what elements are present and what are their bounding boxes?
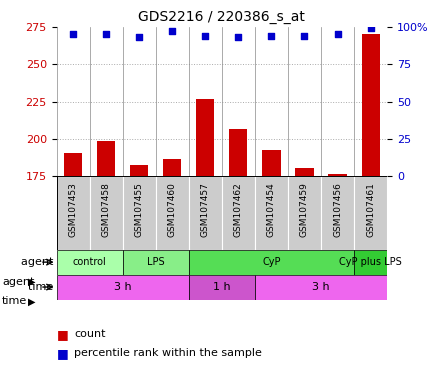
Text: ■: ■ <box>56 328 68 341</box>
Point <box>300 33 307 39</box>
Bar <box>155 177 188 250</box>
Text: time: time <box>28 282 56 292</box>
Text: ■: ■ <box>56 347 68 360</box>
Text: agent: agent <box>2 277 34 287</box>
Text: GSM107456: GSM107456 <box>332 182 341 237</box>
Text: GSM107460: GSM107460 <box>168 182 176 237</box>
Bar <box>254 177 287 250</box>
Title: GDS2216 / 220386_s_at: GDS2216 / 220386_s_at <box>138 10 305 25</box>
Text: GSM107455: GSM107455 <box>135 182 143 237</box>
Bar <box>295 167 313 177</box>
Text: GSM107454: GSM107454 <box>266 182 275 237</box>
Point <box>234 34 241 40</box>
Bar <box>328 174 346 177</box>
Bar <box>188 275 254 300</box>
Text: GSM107457: GSM107457 <box>201 182 209 237</box>
Point <box>168 28 175 35</box>
Bar <box>130 164 148 177</box>
Bar <box>254 275 386 300</box>
Text: ▶: ▶ <box>28 296 36 306</box>
Bar <box>287 177 320 250</box>
Bar <box>56 275 188 300</box>
Point <box>201 33 208 39</box>
Text: agent: agent <box>21 257 56 267</box>
Bar <box>196 99 214 177</box>
Text: GSM107458: GSM107458 <box>102 182 110 237</box>
Bar <box>188 177 221 250</box>
Bar <box>262 149 280 177</box>
Bar <box>122 177 155 250</box>
Bar <box>353 250 386 275</box>
Text: percentile rank within the sample: percentile rank within the sample <box>74 348 261 358</box>
Bar <box>221 177 254 250</box>
Text: GSM107461: GSM107461 <box>365 182 374 237</box>
Bar <box>64 152 82 177</box>
Bar <box>361 34 379 177</box>
Point <box>69 31 76 37</box>
Text: 3 h: 3 h <box>312 282 329 292</box>
Text: count: count <box>74 329 105 339</box>
Bar <box>188 250 353 275</box>
Bar <box>56 250 122 275</box>
Bar <box>353 177 386 250</box>
Point <box>366 25 373 31</box>
Bar <box>89 177 122 250</box>
Point <box>102 31 109 37</box>
Text: GSM107453: GSM107453 <box>69 182 77 237</box>
Point <box>135 34 142 40</box>
Text: GSM107462: GSM107462 <box>233 182 242 237</box>
Text: ▶: ▶ <box>28 277 36 287</box>
Bar <box>56 177 89 250</box>
Bar <box>229 129 247 177</box>
Bar <box>320 177 353 250</box>
Text: CyP: CyP <box>262 257 280 267</box>
Text: GSM107459: GSM107459 <box>299 182 308 237</box>
Text: CyP plus LPS: CyP plus LPS <box>339 257 401 267</box>
Text: LPS: LPS <box>147 257 164 267</box>
Point <box>333 31 340 37</box>
Point <box>267 33 274 39</box>
Text: 3 h: 3 h <box>114 282 131 292</box>
Text: control: control <box>72 257 106 267</box>
Text: time: time <box>2 296 27 306</box>
Text: 1 h: 1 h <box>213 282 230 292</box>
Bar <box>97 141 115 177</box>
Bar <box>163 159 181 177</box>
Bar <box>122 250 188 275</box>
